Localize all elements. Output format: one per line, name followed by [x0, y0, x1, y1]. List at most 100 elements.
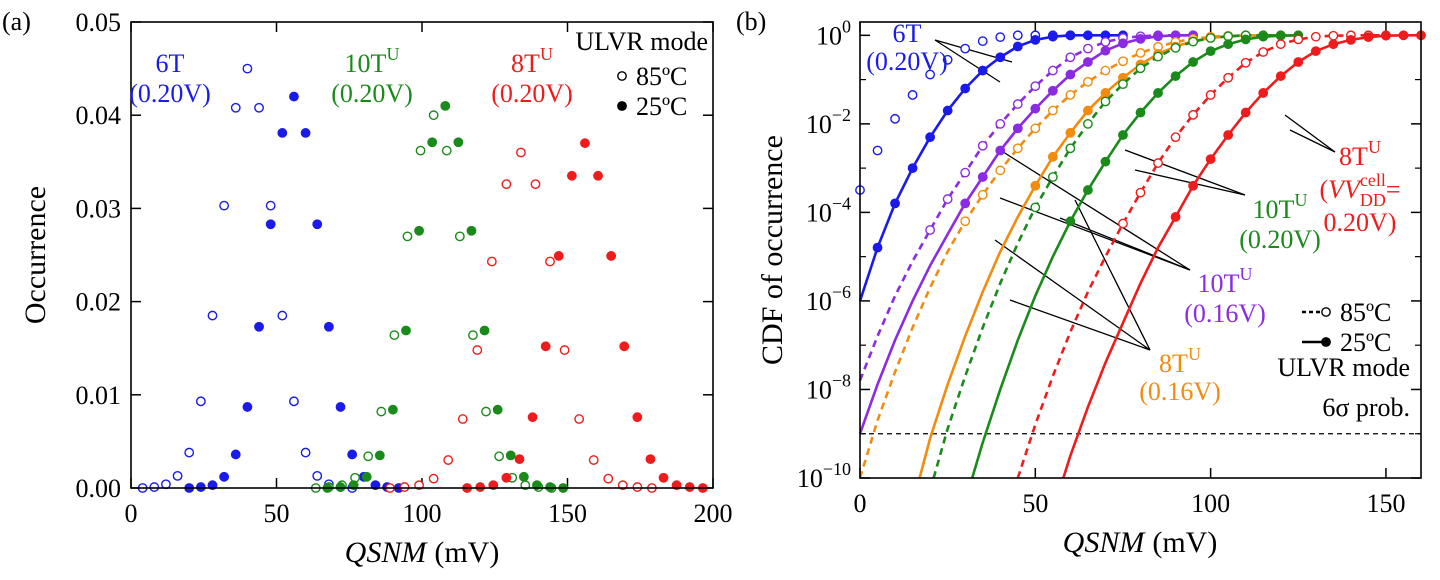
- marker: [428, 473, 439, 484]
- marker: [1381, 30, 1391, 41]
- marker: [443, 455, 454, 465]
- y-tick-text: 0.05: [76, 8, 122, 37]
- annotation: (VVcell DD=: [1319, 170, 1400, 210]
- marker: [1223, 130, 1234, 140]
- marker: [1100, 156, 1111, 167]
- marker: [516, 147, 526, 158]
- marker: [207, 310, 218, 321]
- marker: [389, 330, 400, 341]
- annotation: 6T: [893, 19, 922, 48]
- series: [1062, 30, 1426, 479]
- marker: [1118, 130, 1128, 140]
- annotation: 8TU: [1339, 137, 1381, 171]
- marker: [172, 470, 183, 481]
- marker: [457, 414, 468, 424]
- series: [918, 30, 1304, 479]
- y-tick-text: 0.01: [76, 381, 122, 410]
- marker: [399, 482, 410, 492]
- annotation-part: DD: [1360, 190, 1386, 210]
- marker: [149, 482, 160, 492]
- marker: [1030, 81, 1041, 92]
- marker: [580, 138, 590, 149]
- y-tick-label: 10−4: [806, 193, 851, 227]
- annotation: (0.20V): [331, 79, 413, 108]
- marker: [1118, 218, 1128, 229]
- marker: [606, 251, 617, 261]
- marker: [960, 167, 971, 178]
- marker: [518, 471, 529, 482]
- annotation-part: (0.20V): [331, 79, 413, 108]
- marker: [1188, 109, 1198, 120]
- annotation-part: U: [1188, 344, 1201, 364]
- marker: [335, 402, 346, 412]
- marker: [415, 145, 426, 156]
- marker: [872, 242, 883, 253]
- marker: [960, 198, 971, 209]
- marker: [401, 325, 411, 336]
- legend-marker: [617, 71, 627, 81]
- marker: [632, 412, 643, 423]
- marker: [481, 406, 491, 417]
- annotation: (0.20V): [129, 79, 211, 108]
- annotation: (0.16V): [1184, 299, 1266, 328]
- annotation-part: (: [1319, 175, 1328, 204]
- marker: [184, 447, 195, 458]
- marker: [1223, 72, 1234, 83]
- marker: [1065, 52, 1076, 63]
- marker: [1065, 127, 1076, 138]
- marker: [428, 110, 439, 121]
- marker: [1275, 39, 1286, 50]
- annotation-part: 0.20V): [1324, 208, 1397, 237]
- marker: [1310, 46, 1321, 57]
- marker: [1188, 57, 1198, 67]
- marker: [925, 69, 936, 80]
- annotation-part: (0.20V): [129, 79, 211, 108]
- marker: [574, 414, 585, 424]
- marker: [995, 52, 1006, 63]
- marker: [300, 128, 311, 138]
- marker: [1100, 45, 1111, 56]
- marker: [540, 341, 551, 352]
- annotation: 6T: [156, 49, 185, 78]
- x-tick-label: 0: [125, 499, 138, 528]
- series: [137, 63, 358, 493]
- marker: [1100, 65, 1111, 76]
- annotation: 8TU: [1159, 344, 1201, 378]
- y-tick-label: 10−8: [806, 370, 851, 404]
- y-tick-label: 0.01: [76, 381, 122, 410]
- marker: [1030, 180, 1041, 191]
- marker: [645, 454, 656, 465]
- y-tick-text: 10: [797, 464, 823, 493]
- marker: [277, 310, 288, 321]
- marker: [441, 145, 452, 156]
- marker: [335, 482, 346, 492]
- y-tick-text: 10: [806, 287, 832, 316]
- marker: [1258, 31, 1269, 42]
- marker: [1205, 154, 1216, 164]
- marker: [486, 256, 497, 267]
- y-axis-title: CDF of occurrence: [756, 135, 789, 365]
- marker: [265, 219, 276, 230]
- annotation-part: 10T: [1198, 269, 1240, 298]
- marker: [593, 170, 603, 181]
- marker: [1100, 88, 1111, 98]
- marker: [527, 412, 538, 423]
- leader-line: [934, 39, 1001, 83]
- x-tick-label: 50: [1022, 489, 1048, 518]
- marker: [632, 482, 643, 492]
- marker: [387, 404, 398, 415]
- marker: [1240, 34, 1251, 45]
- marker: [494, 451, 505, 462]
- leader-line: [1059, 217, 1191, 271]
- annotation-part: (0.16V): [1139, 377, 1221, 406]
- y-tick-text: 10: [806, 375, 832, 404]
- annotation: (0.20V): [866, 47, 948, 76]
- marker: [468, 330, 478, 341]
- panel: (a) Occurrence QSNM (mV) 0.00 0.01 0.02 0.03 0.0…: [2, 7, 733, 569]
- marker: [603, 473, 614, 484]
- y-tick-text: 10: [806, 110, 832, 139]
- marker: [1047, 85, 1058, 96]
- marker: [1170, 132, 1181, 143]
